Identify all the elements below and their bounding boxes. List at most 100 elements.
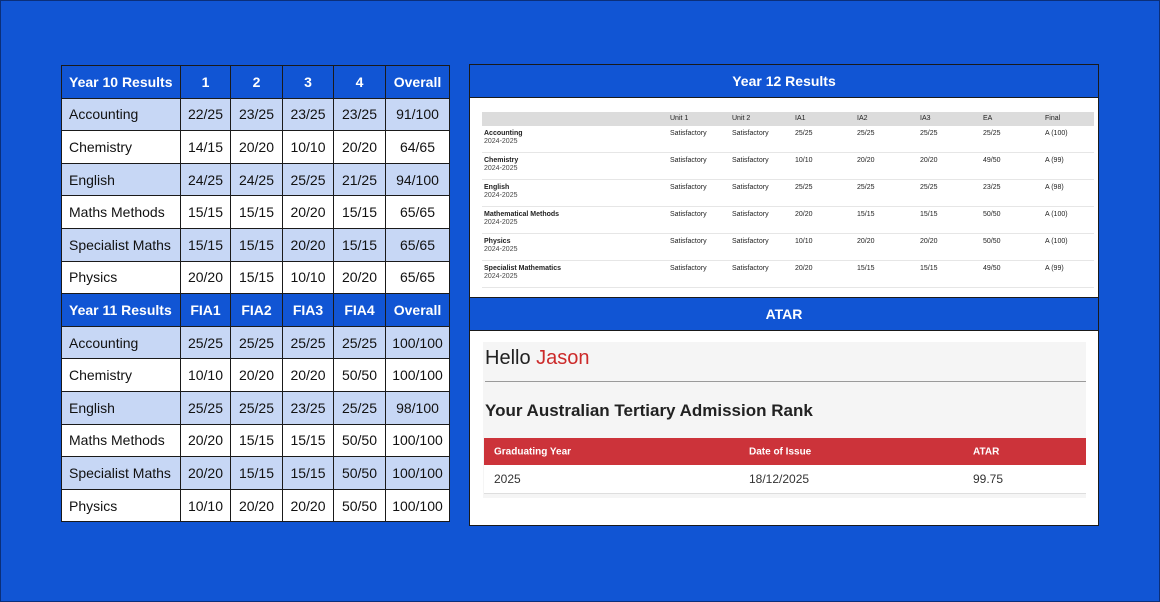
atar-col-graduating-year: Graduating Year [494,446,572,457]
score-cell: 15/15 [333,195,386,229]
year12-subject: Mathematical Methods 2024-2025 [484,211,559,226]
subject-name: Accounting [61,97,181,132]
year12-row: Chemistry 2024-2025 Satisfactory Satisfacto… [482,153,1094,180]
subject-name: Maths Methods [61,195,181,229]
year12-subject-name: Chemistry [484,157,519,164]
year12-column-headers: Unit 1 Unit 2 IA1 IA2 IA3 EA Final [482,112,1094,126]
score-cell: 23/25 [230,97,283,132]
score-cell: 15/15 [282,423,334,458]
overall-score: 100/100 [385,488,450,523]
subject-name: Specialist Maths [61,227,181,262]
overall-score: 91/100 [385,97,450,132]
year12-cell: 15/15 [920,211,938,218]
year-10-row: English 24/25 24/25 25/25 21/25 94/100 [61,162,450,197]
score-cell: 15/15 [180,227,231,262]
year-11-row: Physics 10/10 20/20 20/20 50/50 100/100 [61,488,450,523]
year12-cell: Satisfactory [732,184,769,191]
year12-cell: A (100) [1045,130,1068,137]
year12-column-header: IA2 [857,115,868,122]
score-cell: 22/25 [180,97,231,132]
score-cell: 23/25 [282,390,334,425]
year12-subject: English 2024-2025 [484,184,517,199]
year12-subject-name: English [484,184,510,191]
year-11-column-header: FIA3 [282,293,334,327]
year12-subject-year: 2024-2025 [484,165,518,172]
overall-score: 100/100 [385,423,450,458]
subject-name: Accounting [61,325,181,360]
year12-subject-name: Mathematical Methods [484,211,560,218]
atar-col-date-of-issue: Date of Issue [749,446,812,457]
year12-header: Year 12 Results [470,65,1098,98]
subject-name: English [61,162,181,197]
score-cell: 20/20 [333,260,386,295]
year12-cell: 20/20 [857,238,875,245]
greeting-hello: Hello [485,347,531,369]
score-cell: 50/50 [333,423,386,458]
year-10-column-header: Overall [385,65,450,99]
year12-cell: Satisfactory [670,184,707,191]
year12-subject-year: 2024-2025 [484,192,518,199]
year-10-row: Maths Methods 15/15 15/15 20/20 15/15 65/65 [61,195,450,229]
year12-subject-year: 2024-2025 [484,273,518,280]
score-cell: 20/20 [282,488,334,523]
year12-cell: 10/10 [795,238,813,245]
score-cell: 20/20 [180,423,231,458]
year12-cell: 15/15 [857,265,875,272]
year12-row: Mathematical Methods 2024-2025 Satisfactor… [482,207,1094,234]
score-cell: 15/15 [230,260,283,295]
year12-cell: 25/25 [920,130,938,137]
score-cell: 15/15 [230,227,283,262]
overall-score: 98/100 [385,390,450,425]
score-cell: 10/10 [282,130,334,164]
overall-score: 65/65 [385,260,450,295]
year12-cell: Satisfactory [732,211,769,218]
year-11-header-row: Year 11 Results FIA1 FIA2 FIA3 FIA4 Overall [61,293,450,327]
year12-subject-year: 2024-2025 [484,246,518,253]
atar-date-of-issue: 18/12/2025 [749,472,810,486]
year-10-column-header: 4 [333,65,386,99]
score-cell: 20/20 [180,260,231,295]
score-cell: 10/10 [180,358,231,392]
year12-cell: A (99) [1045,265,1064,272]
year-11-column-header: FIA2 [230,293,283,327]
year12-column-header: Unit 2 [732,115,751,122]
year12-cell: Satisfactory [670,211,707,218]
year-11-column-header: Overall [385,293,450,327]
score-cell: 50/50 [333,358,386,392]
year12-cell: Satisfactory [732,130,769,137]
year-11-row: Accounting 25/25 25/25 25/25 25/25 100/100 [61,325,450,360]
atar-table-row: 2025 18/12/2025 99.75 [484,465,1086,494]
year12-cell: 49/50 [983,265,1001,272]
year12-cell: 23/25 [983,184,1001,191]
score-cell: 15/15 [230,195,283,229]
year-10-row: Specialist Maths 15/15 15/15 20/20 15/15 65/6… [61,227,450,262]
score-cell: 20/20 [230,488,283,523]
year-10-column-header: 1 [180,65,231,99]
year12-cell: 20/20 [795,265,813,272]
year-11-column-header: FIA1 [180,293,231,327]
year12-cell: Satisfactory [732,265,769,272]
year-10-row: Accounting 22/25 23/25 23/25 23/25 91/100 [61,97,450,132]
divider [485,381,1086,382]
year12-cell: 50/50 [983,211,1001,218]
atar-table-header: Graduating Year Date of Issue ATAR [484,438,1086,465]
year12-cell: 49/50 [983,157,1001,164]
year12-cell: 20/20 [920,238,938,245]
year12-cell: Satisfactory [732,157,769,164]
year-11-title: Year 11 Results [61,293,181,327]
year12-cell: 25/25 [795,184,813,191]
subject-name: Physics [61,488,181,523]
year12-subject: Specialist Mathematics 2024-2025 [484,265,561,280]
year12-column-header: IA1 [795,115,806,122]
year12-row: Accounting 2024-2025 Satisfactory Satisfact… [482,126,1094,153]
atar-graduating-year: 2025 [494,472,521,486]
year12-cell: Satisfactory [670,238,707,245]
year-10-row: Physics 20/20 15/15 10/10 20/20 65/65 [61,260,450,295]
atar-card: Hello Jason Your Australian Tertiary Adm… [483,342,1086,498]
year12-column-header: Final [1045,115,1061,122]
year12-cell: A (100) [1045,238,1068,245]
year12-table: Unit 1 Unit 2 IA1 IA2 IA3 EA Final Accounting 2… [482,112,1094,288]
score-cell: 25/25 [282,325,334,360]
overall-score: 64/65 [385,130,450,164]
year12-cell: 15/15 [857,211,875,218]
